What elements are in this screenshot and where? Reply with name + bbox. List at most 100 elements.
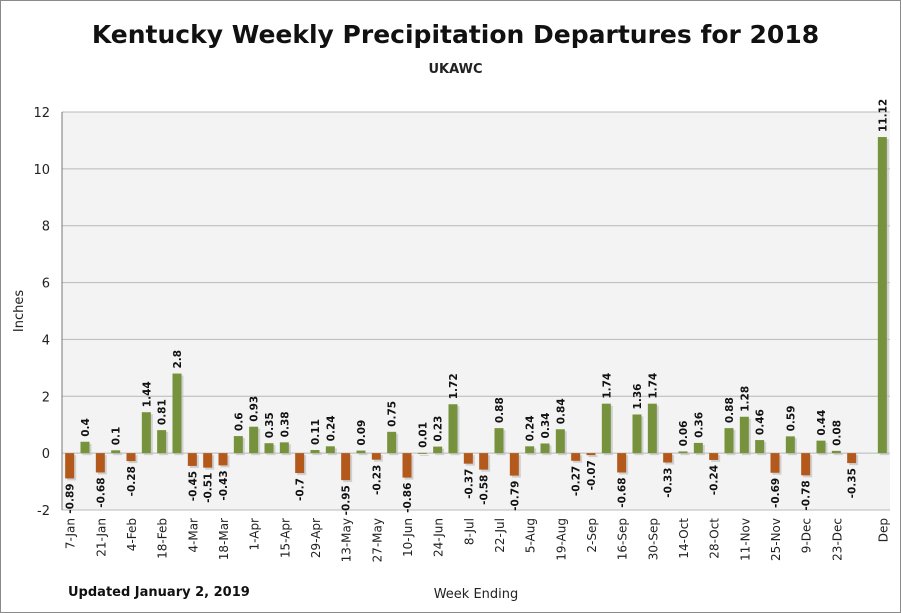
data-label: -0.79 — [509, 481, 521, 511]
data-label: 0.01 — [417, 422, 429, 448]
y-tick-label: -2 — [37, 504, 50, 519]
bar — [678, 451, 688, 454]
bar — [601, 403, 611, 454]
bar — [831, 450, 841, 454]
bar — [141, 412, 151, 454]
bar — [816, 440, 826, 454]
x-tick-label: 8-Jul — [462, 518, 476, 545]
plot-area — [62, 112, 890, 510]
data-label: 11.12 — [877, 99, 889, 132]
data-label: 0.09 — [356, 420, 368, 446]
data-label: -0.43 — [218, 470, 230, 500]
bar — [494, 428, 504, 454]
data-label: -0.68 — [95, 477, 107, 507]
data-label: 1.74 — [647, 373, 659, 399]
data-label: 0.88 — [494, 397, 506, 423]
x-tick-label: 14-Oct — [677, 518, 691, 559]
data-label: 0.1 — [111, 427, 123, 446]
x-tick-label: 18-Feb — [156, 518, 170, 559]
data-label: -0.95 — [341, 485, 353, 515]
bar — [770, 453, 780, 473]
x-tick-label: 11-Nov — [738, 518, 752, 561]
bar — [187, 453, 197, 466]
data-label: -0.27 — [571, 466, 583, 496]
bar-shadow — [312, 452, 322, 456]
bars — [65, 137, 889, 483]
bar-shadow — [588, 455, 598, 458]
y-tick-label: 10 — [33, 163, 50, 178]
bar — [233, 436, 243, 454]
data-label: -0.7 — [295, 478, 307, 501]
y-tick-label: 0 — [42, 447, 50, 462]
bar — [371, 453, 381, 460]
bar — [739, 416, 749, 454]
x-tick-label: 9-Dec — [800, 518, 814, 553]
bar — [847, 453, 857, 464]
x-tick-label: 7-Jan — [64, 518, 78, 549]
bar — [172, 373, 182, 454]
data-label: -0.07 — [586, 460, 598, 490]
data-label: -0.89 — [65, 483, 77, 513]
x-tick-label: 29-Apr — [309, 518, 323, 558]
data-label: -0.23 — [371, 465, 383, 495]
data-label: -0.58 — [479, 475, 491, 505]
x-tick-label: 5-Aug — [524, 518, 538, 553]
bar — [571, 453, 581, 461]
x-tick-label: 27-May — [370, 518, 384, 562]
x-tick-label: 19-Aug — [554, 518, 568, 561]
bar — [647, 403, 657, 454]
data-label: 0.38 — [279, 411, 291, 437]
data-label: 0.24 — [325, 415, 337, 441]
data-labels: -0.89 0.4 -0.68 0.1 -0.28 1.44 0.81 2.8 -0.45 -0.… — [65, 99, 890, 516]
bar — [525, 446, 535, 454]
data-label: 0.08 — [831, 420, 843, 446]
updated-note: Updated January 2, 2019 — [68, 585, 250, 600]
bar-shadow — [113, 452, 123, 456]
bar — [693, 442, 703, 454]
bar — [540, 443, 550, 454]
data-label: 0.46 — [755, 409, 767, 435]
x-tick-label: 13-May — [340, 518, 354, 562]
y-tick-label: 6 — [42, 277, 50, 292]
x-tick-label: 25-Nov — [769, 518, 783, 561]
bar — [586, 453, 596, 456]
data-label: 1.44 — [141, 381, 153, 407]
data-label: 0.75 — [387, 401, 399, 427]
bar — [203, 453, 213, 468]
bar — [249, 426, 259, 454]
bar-shadow — [358, 452, 368, 456]
x-tick-label: 22-Jul — [493, 518, 507, 553]
data-label: 0.88 — [724, 397, 736, 423]
data-label: -0.69 — [770, 478, 782, 508]
bar — [877, 137, 887, 454]
x-axis-ticks: 7-Jan 21-Jan 4-Feb 18-Feb 4-Mar 18-Mar 1-Apr 15… — [64, 518, 891, 563]
x-tick-label: 24-Jun — [432, 518, 446, 557]
chart-title: Kentucky Weekly Precipitation Departures… — [91, 20, 820, 49]
bar — [448, 404, 458, 454]
chart-subtitle: UKAWC — [428, 62, 483, 77]
bar — [295, 453, 305, 474]
data-label: -0.78 — [801, 480, 813, 510]
y-tick-label: 12 — [33, 106, 50, 121]
bar — [724, 428, 734, 454]
bar — [264, 443, 274, 454]
bar — [509, 453, 519, 476]
bar — [95, 453, 105, 473]
bar — [785, 436, 795, 454]
bar — [279, 442, 289, 454]
bar — [80, 441, 90, 454]
x-tick-label: 23-Dec — [830, 518, 844, 561]
x-axis-title: Week Ending — [434, 587, 519, 602]
bar — [417, 452, 427, 454]
bar — [663, 453, 673, 463]
bar — [387, 431, 397, 454]
y-tick-label: 8 — [42, 220, 50, 235]
bar — [801, 453, 811, 476]
x-tick-label: 10-Jun — [401, 518, 415, 557]
y-tick-label: 4 — [42, 333, 50, 348]
data-label: -0.86 — [402, 483, 414, 513]
bar — [463, 453, 473, 464]
bar — [433, 446, 443, 454]
x-tick-label: 4-Feb — [125, 518, 139, 551]
